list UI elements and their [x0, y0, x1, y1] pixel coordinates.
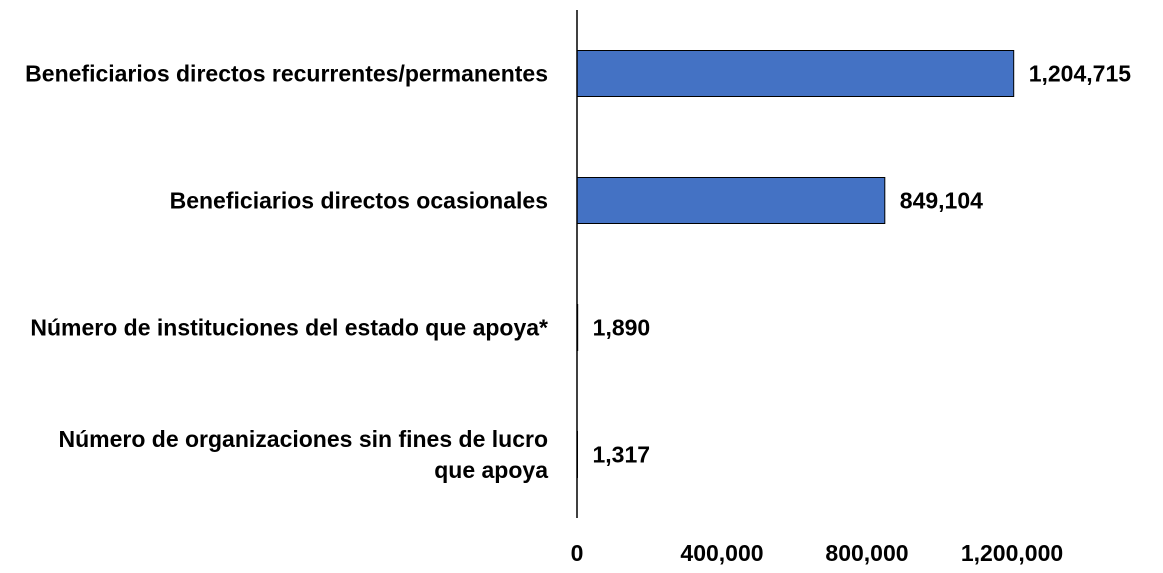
- bar: [576, 177, 886, 224]
- y-tick-label: Número de organizaciones sin fines de lu…: [58, 425, 548, 483]
- x-tick-label: 800,000: [825, 540, 908, 566]
- y-tick-label: Beneficiarios directos ocasionales: [169, 187, 548, 213]
- y-tick-label: Número de instituciones del estado que a…: [30, 314, 548, 340]
- bar: [576, 50, 1015, 97]
- x-tick-label: 0: [571, 540, 584, 566]
- data-label: 849,104: [900, 188, 983, 214]
- data-label: 1,317: [592, 442, 650, 468]
- data-label: 1,890: [593, 315, 651, 341]
- y-tick-label: Beneficiarios directos recurrentes/perma…: [25, 60, 548, 86]
- x-tick-label: 1,200,000: [961, 540, 1063, 566]
- data-label: 1,204,715: [1029, 61, 1132, 87]
- x-tick-label: 400,000: [680, 540, 763, 566]
